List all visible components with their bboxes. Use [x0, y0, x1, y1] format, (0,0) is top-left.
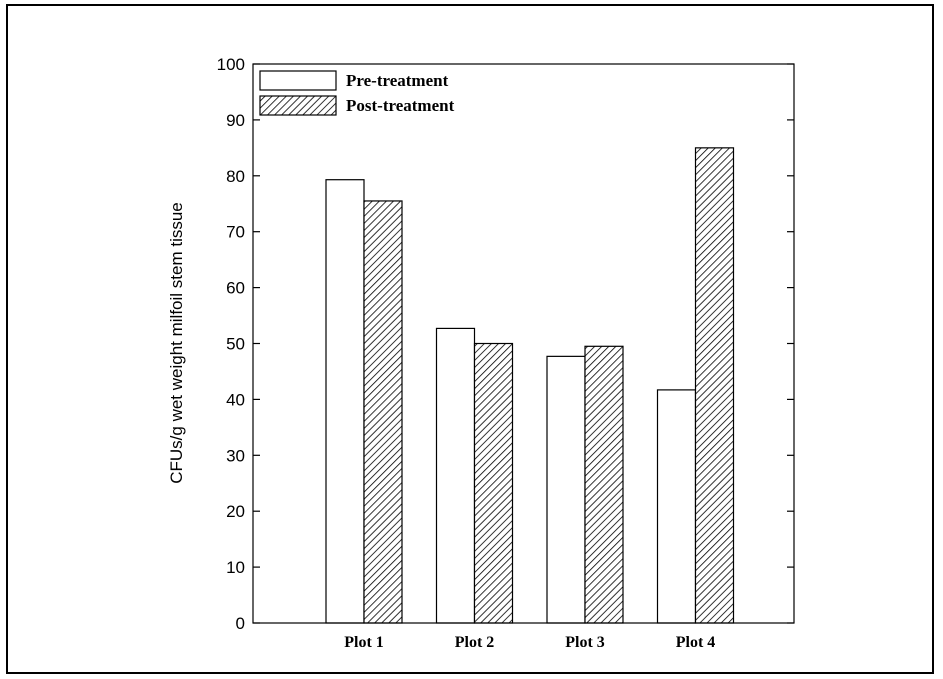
- bar-post-treatment-2: [473, 342, 514, 624]
- x-category-label: Plot 2: [455, 634, 495, 651]
- y-tick-label: 70: [226, 223, 245, 242]
- bar-post-treatment-3: [584, 345, 624, 624]
- y-tick-label: 0: [236, 614, 245, 633]
- y-axis-title: CFUs/g wet weight milfoil stem tissue: [167, 202, 186, 484]
- y-tick-label: 60: [226, 279, 245, 298]
- y-tick-label: 10: [226, 558, 245, 577]
- y-tick-label: 30: [226, 446, 245, 465]
- bar-post-treatment-1: [363, 200, 403, 624]
- x-category-label: Plot 4: [676, 634, 716, 651]
- y-tick-label: 20: [226, 502, 245, 521]
- y-tick-label: 80: [226, 167, 245, 186]
- bar-pre-treatment-2: [435, 327, 476, 624]
- bars-group: [325, 147, 735, 624]
- y-tick-label: 100: [217, 55, 245, 74]
- legend: Pre-treatment Post-treatment: [259, 70, 455, 116]
- bar-post-treatment-4: [694, 147, 735, 624]
- y-tick-label: 50: [226, 335, 245, 354]
- y-tick-label: 90: [226, 111, 245, 130]
- x-category-label: Plot 3: [565, 634, 605, 651]
- bar-pre-treatment-3: [546, 355, 586, 624]
- legend-label-post-treatment: Post-treatment: [346, 96, 455, 115]
- y-tick-label: 40: [226, 390, 245, 409]
- bar-pre-treatment-4: [656, 389, 697, 624]
- legend-swatch-pre-treatment: [259, 70, 337, 91]
- legend-label-pre-treatment: Pre-treatment: [346, 71, 449, 90]
- x-axis: Plot 1 Plot 2 Plot 3 Plot 4: [344, 634, 715, 651]
- y-axis: 0 10 20 30 40 50 60 70 80 90 100: [217, 55, 794, 633]
- x-category-label: Plot 1: [344, 634, 384, 651]
- bar-pre-treatment-1: [325, 179, 365, 624]
- legend-swatch-post-treatment: [259, 95, 337, 116]
